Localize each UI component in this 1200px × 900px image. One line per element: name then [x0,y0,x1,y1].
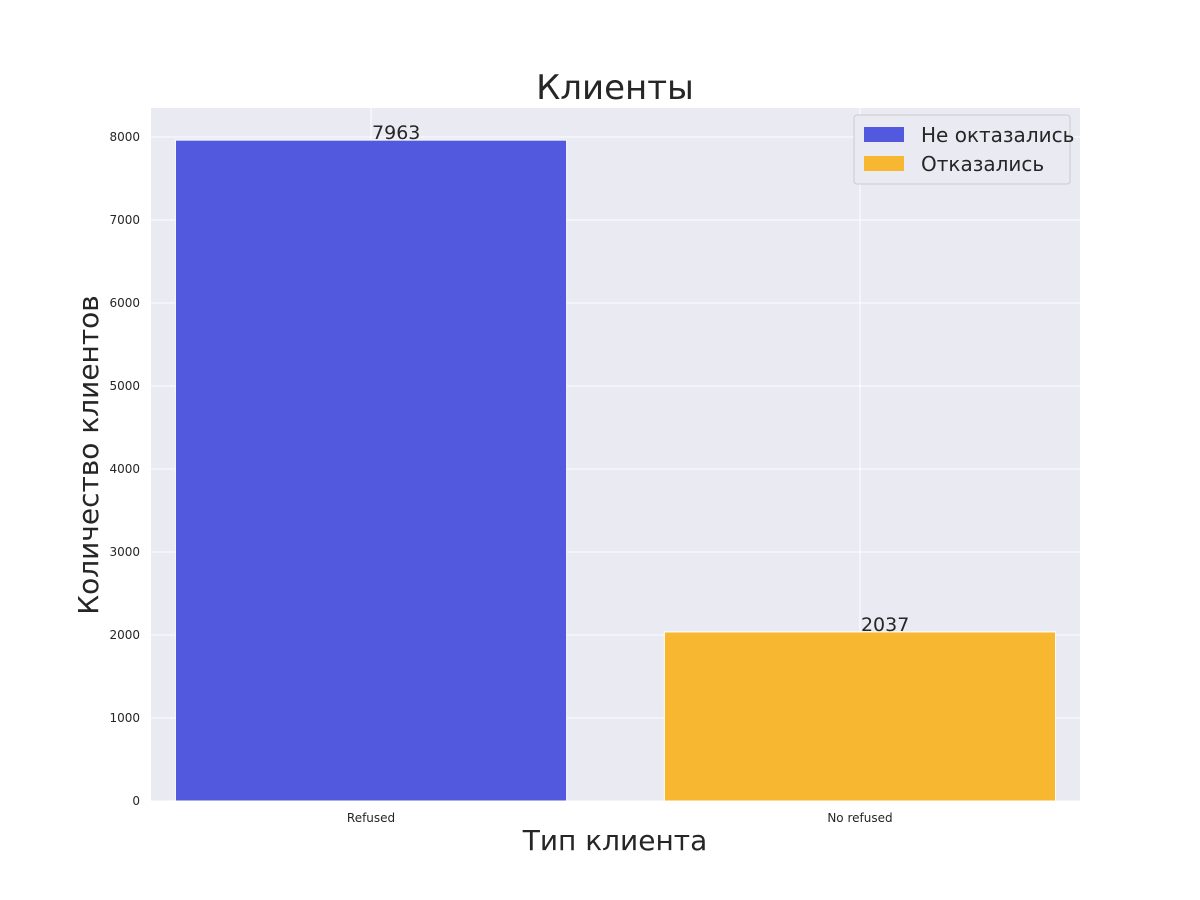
legend: Не октазались Отказались [853,114,1074,185]
legend-label-refused: Отказались [921,152,1044,176]
legend-swatch-not-refused [864,127,904,142]
legend-label-not-refused: Не октазались [921,123,1074,147]
bar-value-label: 2037 [861,614,909,636]
x-tick-label: No refused [827,811,892,825]
y-tick-label: 6000 [109,296,140,310]
bar-refused [174,139,568,802]
y-tick-label: 8000 [109,130,140,144]
y-tick-label: 7000 [109,213,140,227]
y-tick-label: 1000 [109,711,140,725]
bar-value-label: 7963 [372,122,420,144]
x-axis-ticks: Refused No refused [347,811,893,825]
x-axis-label: Тип клиента [522,824,708,857]
y-tick-label: 3000 [109,545,140,559]
y-tick-label: 5000 [109,379,140,393]
y-tick-label: 0 [132,794,140,808]
bars [174,139,1057,802]
y-axis-ticks: 0 1000 2000 3000 4000 5000 6000 7000 8000 [109,130,140,808]
y-tick-label: 4000 [109,462,140,476]
legend-frame [853,114,1071,185]
y-tick-label: 2000 [109,628,140,642]
legend-swatch-refused [864,156,904,171]
bar-no-refused [663,631,1057,802]
chart-title: Клиенты [536,68,694,108]
x-tick-label: Refused [347,811,395,825]
data-labels: 7963 2037 [372,122,909,636]
y-axis-label: Количество клиентов [72,295,105,615]
